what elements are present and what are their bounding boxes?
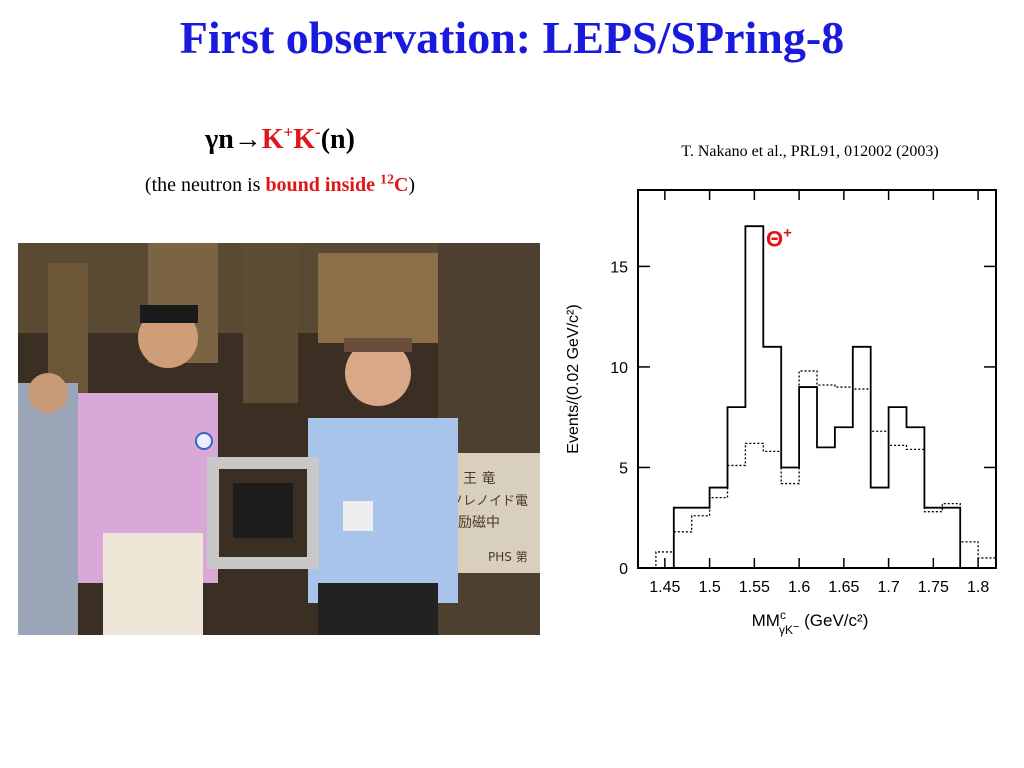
y-tick-label: 15: [610, 259, 628, 276]
x-tick-label: 1.65: [828, 579, 859, 596]
recoil-neutron: (n): [320, 124, 355, 155]
x-tick-label: 1.75: [918, 579, 949, 596]
kaon-plus: K+: [261, 122, 294, 155]
neutron-symbol: n: [218, 124, 234, 155]
solid-histogram-series: [638, 225, 996, 569]
theta-plus-annotation: Θ+: [766, 224, 792, 251]
x-axis-label: MMc γK− (GeV/c²): [752, 608, 869, 637]
sign-line-4: PHS 第: [488, 550, 528, 564]
sign-line-2: ソレノイド電: [450, 494, 528, 509]
reference-citation: T. Nakano et al., PRL91, 012002 (2003): [681, 143, 939, 160]
x-tick-label: 1.5: [698, 579, 720, 596]
plot-frame: [637, 189, 997, 569]
x-tick-label: 1.7: [877, 579, 899, 596]
reaction-equation: γn→K+K-(n): [100, 124, 460, 156]
sign-line-1: 王 竜: [463, 470, 495, 487]
bound-inside-text: bound inside 12C: [265, 172, 409, 196]
kaon-minus: K-: [293, 122, 321, 155]
y-tick-label: 5: [619, 460, 628, 477]
y-axis-label: Events/(0.02 GeV/c²): [565, 304, 582, 453]
slide-title: First observation: LEPS/SPring-8: [179, 12, 845, 63]
y-tick-label: 10: [610, 360, 628, 377]
sign-line-3: 励磁中: [458, 515, 500, 531]
x-tick-label: 1.8: [967, 579, 989, 596]
x-tick-label: 1.45: [649, 579, 680, 596]
neutron-note: (the neutron is bound inside 12C): [144, 172, 416, 196]
x-tick-label: 1.55: [739, 579, 770, 596]
gamma-symbol: γ: [205, 124, 219, 155]
group-photo: 王 竜 ソレノイド電 励磁中 PHS 第: [18, 243, 540, 635]
reaction-arrow: →: [233, 124, 262, 155]
dotted-histogram-series: [638, 370, 997, 569]
y-tick-label: 0: [619, 561, 628, 578]
missing-mass-histogram: 0 5 10 15 1.45 1.5 1.55 1.6 1.65 1.7 1.75 1.8 Θ+ E…: [550, 180, 1010, 640]
x-tick-label: 1.6: [788, 579, 810, 596]
